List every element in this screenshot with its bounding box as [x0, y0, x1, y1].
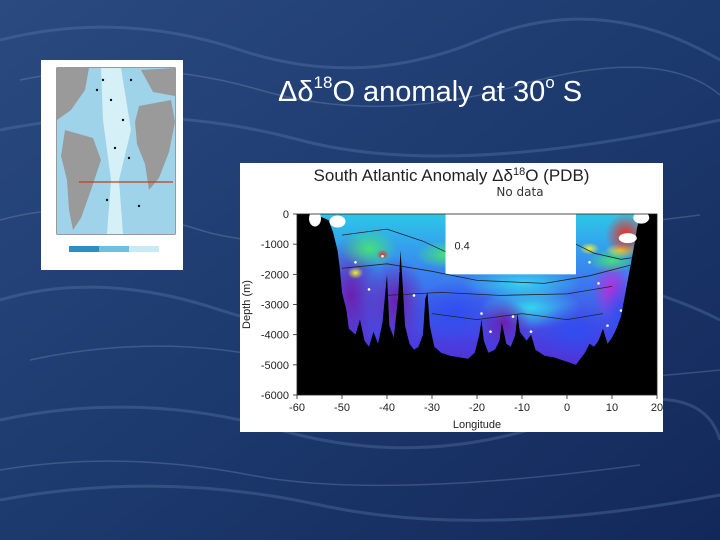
chart-panel: -60 -50 -40 -30 -20 -10 0 10 20 0 -1000 -2000 -3000 -… — [240, 163, 663, 432]
x-tick-label-8: 20 — [651, 402, 663, 414]
contour-label: 0.4 — [455, 241, 470, 253]
white-patches — [309, 214, 650, 244]
atlantic-bathymetry-map — [41, 60, 183, 270]
sample-point-5 — [511, 315, 515, 318]
y-tick-label-3: -3000 — [261, 300, 289, 312]
no-data-label: No data — [496, 185, 544, 199]
slide-title: Δδ18O anomaly at 30o S — [278, 73, 583, 108]
seafloor-topography — [297, 214, 657, 395]
y-tick-label-6: -6000 — [261, 390, 289, 402]
white-patch-2 — [618, 233, 637, 244]
x-tick-label-6: 0 — [564, 402, 570, 414]
contour-line-2 — [386, 286, 613, 296]
x-axis-label: Longitude — [453, 419, 501, 431]
x-tick-label-4: -20 — [469, 402, 485, 414]
sample-point-7 — [529, 330, 533, 333]
sample-point-13 — [606, 324, 609, 327]
no-data-region — [445, 214, 576, 275]
anomaly-blob-8 — [462, 265, 582, 302]
contour-line-1 — [341, 263, 631, 284]
white-patch-1 — [309, 214, 321, 227]
sample-point-3 — [412, 294, 416, 297]
sample-point-6 — [489, 330, 492, 333]
anomaly-blob-2 — [408, 281, 501, 346]
plot-area — [297, 214, 657, 395]
sample-point-12 — [588, 260, 591, 264]
chart-title: South Atlantic Anomaly Δδ18O (PDB) — [313, 166, 590, 185]
x-tick-label-1: -50 — [334, 402, 350, 414]
sample-point-11 — [354, 260, 357, 264]
y-tick-label-4: -4000 — [261, 330, 289, 342]
anomaly-blob-16 — [579, 242, 600, 255]
axes: -60 -50 -40 -30 -20 -10 0 10 20 0 -1000 -2000 -3000 -… — [261, 209, 663, 414]
sample-point-2 — [367, 288, 371, 291]
contour-line-0 — [341, 228, 446, 253]
sample-point-4 — [480, 312, 483, 315]
y-tick-label-1: -1000 — [261, 239, 289, 251]
x-tick-label-7: 10 — [606, 402, 618, 414]
sample-point-9 — [619, 309, 623, 312]
x-tick-label-5: -10 — [514, 402, 530, 414]
sample-point-0 — [381, 254, 384, 258]
anomaly-blob-10 — [376, 249, 389, 260]
anomaly-blob-9 — [347, 266, 364, 279]
x-tick-label-2: -40 — [379, 402, 395, 414]
map-image — [41, 60, 183, 270]
y-tick-label-5: -5000 — [261, 360, 289, 372]
contour-lines — [341, 228, 644, 321]
sample-point-8 — [597, 282, 600, 285]
y-tick-label-0: 0 — [283, 209, 289, 221]
white-patch-0 — [329, 215, 346, 228]
anomaly-blob-6 — [341, 228, 397, 269]
y-tick-label-2: -2000 — [261, 269, 289, 281]
y-axis-label: Depth (m) — [241, 280, 253, 329]
anomaly-blob-1 — [366, 256, 426, 347]
x-tick-label-3: -30 — [424, 402, 440, 414]
x-tick-label-0: -60 — [289, 402, 305, 414]
white-patch-3 — [633, 214, 650, 224]
heatmap-chart: -60 -50 -40 -30 -20 -10 0 10 20 0 -1000 -2000 -3000 -… — [241, 209, 663, 431]
contour-line-3 — [431, 313, 604, 321]
